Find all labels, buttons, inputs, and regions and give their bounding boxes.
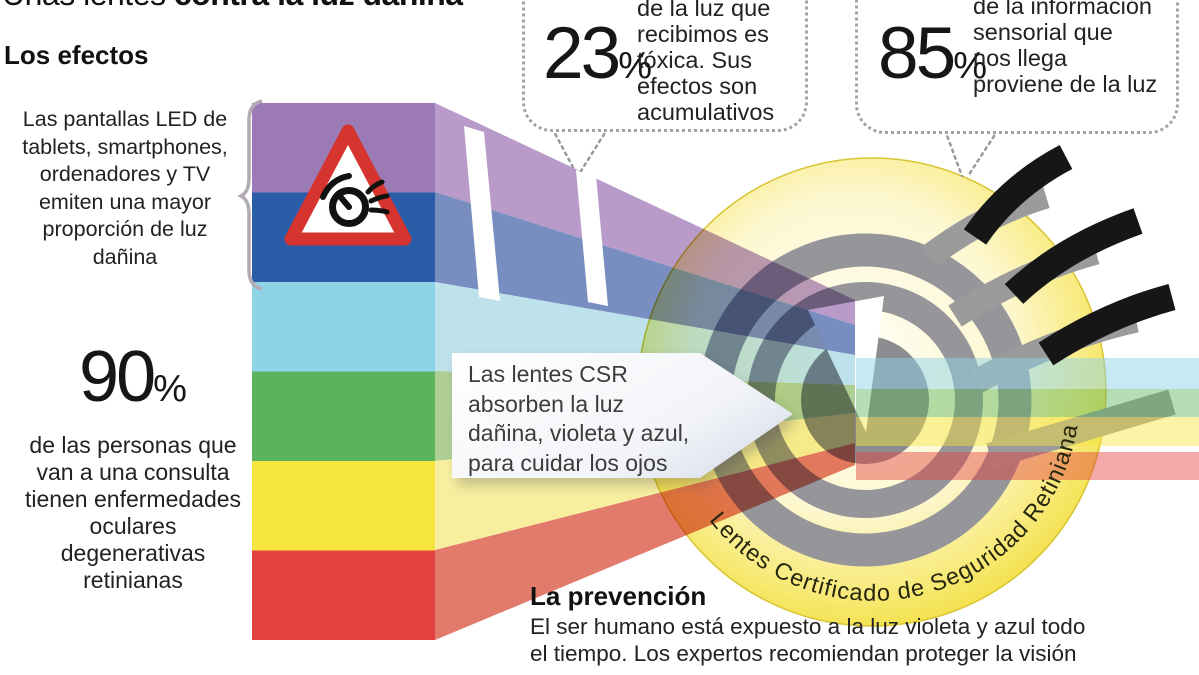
led-note-line: Las pantallas LED de xyxy=(22,107,228,131)
left-brace xyxy=(237,99,263,291)
effects-heading: Los efectos xyxy=(4,40,149,70)
stat-90-value: 90 xyxy=(79,337,156,417)
stat-85-line: de la información xyxy=(973,0,1152,19)
band-red xyxy=(252,550,435,640)
stat-23-unit: % xyxy=(618,45,652,87)
stat-bubble-sensory-info: 85% de la información sensorial que nos … xyxy=(855,0,1179,134)
exit-band-yellow xyxy=(856,417,1199,446)
tail-23-left xyxy=(550,126,577,173)
lens-callout-line: dañina, violeta y azul, xyxy=(468,420,690,446)
beam-yellow xyxy=(435,413,855,550)
exit-band-green xyxy=(856,389,1199,417)
stat-90-number: 90% xyxy=(6,341,260,424)
lens-arrow xyxy=(452,353,793,478)
led-note-line: emiten una mayor xyxy=(38,189,212,214)
prevention-body: El ser humano está expuesto a la luz vio… xyxy=(530,613,1085,667)
stat-85-caption: de la información sensorial que nos lleg… xyxy=(973,0,1157,97)
beam-violet xyxy=(435,103,855,325)
gray-eyelash-icon xyxy=(986,389,1176,469)
tail-85-left xyxy=(943,128,964,178)
lens-callout-line: para cuidar los ojos xyxy=(468,449,668,476)
stat-90-line: tienen enfermedades xyxy=(24,486,242,512)
prevention-line: El ser humano está expuesto a la luz vio… xyxy=(530,614,1086,639)
exit-band-red xyxy=(856,452,1199,480)
beam-red xyxy=(435,443,855,640)
eyelash-2 xyxy=(1004,208,1143,304)
title-emphasis: contra la luz dañina xyxy=(174,0,463,12)
mini-eye-icon xyxy=(320,173,390,227)
tail-85-right xyxy=(966,128,1000,178)
title-prefix: Unas lentes xyxy=(2,0,174,12)
page-title: Unas lentes contra la luz dañina xyxy=(2,0,463,10)
stat-23-line: tóxica. Sus xyxy=(637,47,752,73)
beam-blue xyxy=(435,192,855,355)
stat-23-line: acumulativos xyxy=(637,99,775,125)
stat-85-value: 85 xyxy=(878,13,956,94)
prevention-block: La prevención El ser humano está expuest… xyxy=(530,581,1085,667)
bubble-tails xyxy=(550,126,1000,178)
beam-gap-2 xyxy=(576,170,608,306)
stat-23-caption: de la luz que recibimos es tóxica. Sus e… xyxy=(637,0,774,125)
lens-callout-line: absorben la luz xyxy=(468,390,624,417)
lens-callout-line: Las lentes CSR xyxy=(468,361,628,387)
stat-23-line: recibimos es xyxy=(637,21,769,47)
stat-90-line: degenerativas xyxy=(60,540,206,566)
led-note-line: tablets, smartphones, xyxy=(22,134,228,159)
led-note-line: ordenadores y TV xyxy=(39,162,211,186)
filtered-light-bands xyxy=(856,358,1199,480)
stat-23-line: efectos son xyxy=(637,73,758,99)
eyelash-1 xyxy=(963,145,1073,245)
lens-callout: Las lentes CSR absorben la luz dañina, v… xyxy=(468,360,689,478)
stat-23-value: 23 xyxy=(543,13,621,94)
tail-23-right xyxy=(579,126,610,173)
band-yellow xyxy=(252,461,435,551)
stat-90-line: retinianas xyxy=(83,567,183,593)
eyelashes-icon xyxy=(963,145,1176,366)
led-note: Las pantallas LED de tablets, smartphone… xyxy=(0,106,250,271)
stat-85-number: 85% xyxy=(878,17,987,101)
stat-90-line: de las personas que xyxy=(29,432,237,458)
band-cyan xyxy=(252,282,435,372)
stat-90-block: 90% de las personas que van a una consul… xyxy=(6,341,260,594)
stat-85-line: nos llega xyxy=(973,45,1068,71)
led-note-line: dañina xyxy=(92,244,158,269)
stat-90-unit: % xyxy=(153,368,187,410)
stat-90-line: oculares xyxy=(89,513,177,539)
prevention-heading: La prevención xyxy=(530,581,707,611)
stat-85-line: proviene de la luz xyxy=(973,71,1158,97)
exit-band-cyan xyxy=(856,358,1199,389)
stat-85-line: sensorial que xyxy=(973,19,1113,45)
stat-bubble-toxic-light: 23% de la luz que recibimos es tóxica. S… xyxy=(522,0,808,132)
stat-23-line: de la luz que xyxy=(637,0,771,21)
led-note-line: proporción de luz xyxy=(42,217,208,241)
beam-gap-1 xyxy=(464,126,500,301)
stat-90-line: van a una consulta xyxy=(36,459,230,485)
stat-90-caption: de las personas que van a una consulta t… xyxy=(6,432,260,594)
stat-23-number: 23% xyxy=(543,17,652,101)
prevention-line: el tiempo. Los expertos recomiendan prot… xyxy=(530,641,1077,666)
stat-85-unit: % xyxy=(953,45,987,87)
band-green xyxy=(252,371,435,461)
warning-triangle-icon xyxy=(284,124,412,246)
eyelash-3 xyxy=(1038,283,1176,366)
